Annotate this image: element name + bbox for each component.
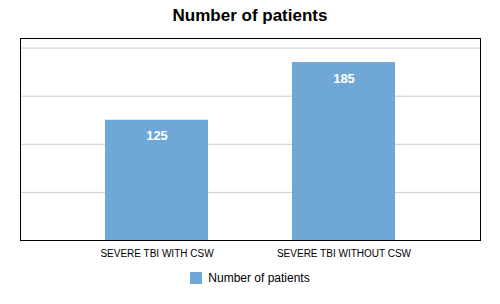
svg-text:125: 125 [146, 128, 168, 143]
html-text:Number of patients: Number of patients [208, 271, 310, 285]
svg-text:185: 185 [333, 71, 355, 86]
svg-text:SEVERE TBI WITHOUT CSW: SEVERE TBI WITHOUT CSW [277, 248, 412, 259]
html-text:Number of patients: Number of patients [172, 6, 328, 25]
svg-text:SEVERE TBI WITH CSW: SEVERE TBI WITH CSW [100, 248, 214, 259]
